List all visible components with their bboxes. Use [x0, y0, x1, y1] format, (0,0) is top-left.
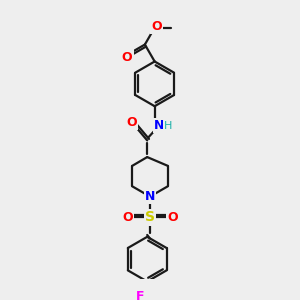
Text: O: O — [122, 211, 133, 224]
Text: O: O — [127, 116, 137, 129]
Text: O: O — [122, 51, 132, 64]
Text: S: S — [145, 210, 155, 224]
Text: H: H — [164, 121, 172, 131]
Text: O: O — [151, 20, 162, 33]
Text: O: O — [167, 211, 178, 224]
Text: F: F — [136, 290, 144, 300]
Text: N: N — [154, 119, 164, 132]
Text: N: N — [145, 190, 155, 203]
